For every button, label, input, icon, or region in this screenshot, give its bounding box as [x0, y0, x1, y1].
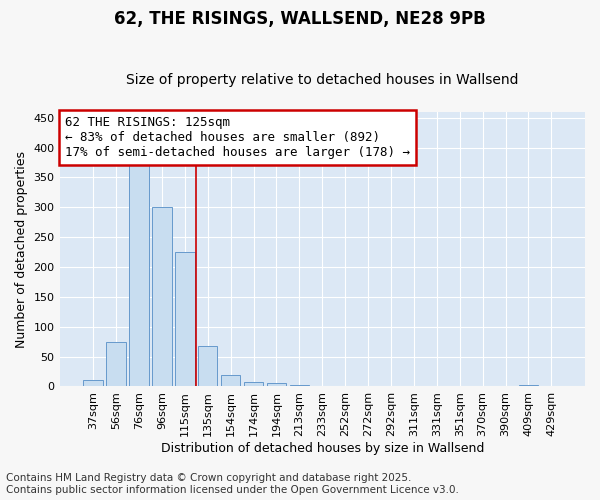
Bar: [244, 382, 263, 386]
Bar: [83, 380, 103, 386]
Bar: [129, 162, 149, 386]
Title: Size of property relative to detached houses in Wallsend: Size of property relative to detached ho…: [126, 73, 518, 87]
Bar: [106, 342, 126, 386]
Text: Contains HM Land Registry data © Crown copyright and database right 2025.
Contai: Contains HM Land Registry data © Crown c…: [6, 474, 459, 495]
Bar: [221, 374, 241, 386]
Text: 62, THE RISINGS, WALLSEND, NE28 9PB: 62, THE RISINGS, WALLSEND, NE28 9PB: [114, 10, 486, 28]
Text: 62 THE RISINGS: 125sqm
← 83% of detached houses are smaller (892)
17% of semi-de: 62 THE RISINGS: 125sqm ← 83% of detached…: [65, 116, 410, 159]
Bar: [175, 252, 194, 386]
X-axis label: Distribution of detached houses by size in Wallsend: Distribution of detached houses by size …: [161, 442, 484, 455]
Bar: [198, 346, 217, 387]
Bar: [152, 208, 172, 386]
Bar: [267, 384, 286, 386]
Y-axis label: Number of detached properties: Number of detached properties: [15, 150, 28, 348]
